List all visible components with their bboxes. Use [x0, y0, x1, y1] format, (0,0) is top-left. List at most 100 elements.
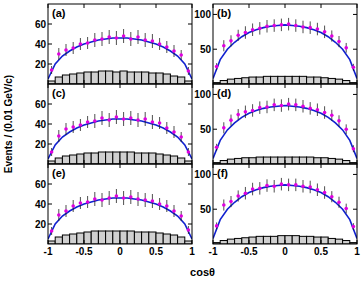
data-point: [122, 34, 126, 38]
data-point: [158, 121, 162, 125]
background-bar: [134, 232, 141, 244]
panel-label: (d): [217, 87, 231, 99]
data-point: [165, 126, 169, 130]
data-point: [258, 106, 262, 110]
background-bar: [321, 78, 328, 84]
data-point: [136, 35, 140, 39]
background-bar: [263, 157, 270, 164]
background-bar: [142, 153, 149, 164]
data-point: [301, 104, 305, 108]
x-tick: [192, 84, 193, 88]
x-tick: [285, 84, 286, 88]
data-point: [323, 191, 327, 195]
y-tick: [213, 49, 217, 50]
fit-curve: [213, 106, 357, 159]
x-tick: [249, 164, 250, 168]
x-tick-label: 0: [282, 246, 288, 257]
y-tick: [48, 44, 52, 45]
y-tick: [48, 64, 52, 65]
x-tick: [249, 4, 250, 8]
frame: [48, 4, 192, 84]
data-point: [301, 25, 305, 29]
background-bar: [77, 233, 84, 244]
data-point: [316, 27, 320, 31]
x-tick: [213, 80, 214, 84]
x-tick: [321, 84, 322, 88]
x-tick-label: 0: [117, 246, 123, 257]
x-tick: [285, 4, 286, 8]
data-point: [244, 191, 248, 195]
x-tick: [321, 80, 322, 84]
x-tick: [192, 4, 193, 8]
data-point: [143, 198, 147, 202]
background-bar: [220, 161, 227, 164]
background-bar: [263, 236, 270, 244]
data-point: [172, 209, 176, 213]
x-tick-label: -1: [44, 246, 53, 257]
y-tick: [353, 14, 357, 15]
data-point: [265, 105, 269, 109]
data-point: [308, 185, 312, 189]
background-bar: [249, 77, 256, 84]
data-point: [344, 46, 348, 50]
data-point: [344, 127, 348, 131]
y-tick: [213, 129, 217, 130]
data-point: [115, 115, 119, 119]
data-point: [316, 108, 320, 112]
background-bar: [343, 241, 350, 244]
panel-label: (c): [52, 87, 66, 99]
data-point: [316, 188, 320, 192]
background-bar: [235, 158, 242, 164]
x-tick: [156, 4, 157, 8]
plot-area: [48, 189, 192, 244]
background-bar: [285, 76, 292, 84]
x-tick: [156, 160, 157, 164]
data-point: [215, 146, 219, 150]
background-bar: [84, 232, 91, 244]
fit-curve: [48, 38, 192, 79]
background-bar: [227, 239, 234, 244]
background-bar: [77, 73, 84, 84]
panel-label: (f): [217, 167, 228, 179]
x-tick: [48, 4, 49, 8]
background-bar: [127, 231, 134, 244]
x-tick: [48, 240, 49, 244]
background-bar: [113, 231, 120, 244]
x-tick: [156, 164, 157, 168]
y-tick-label: 50: [200, 44, 212, 55]
y-tick: [353, 209, 357, 210]
background-bar: [120, 231, 127, 244]
frame: [48, 164, 192, 244]
data-point: [50, 150, 54, 154]
background-bar: [278, 157, 285, 164]
data-point: [337, 200, 341, 204]
background-bar: [163, 74, 170, 84]
y-tick: [48, 204, 52, 205]
y-tick: [213, 209, 217, 210]
data-point: [93, 197, 97, 201]
y-tick: [188, 204, 192, 205]
data-point: [229, 200, 233, 204]
y-tick: [188, 224, 192, 225]
data-point: [301, 184, 305, 188]
background-bar: [285, 157, 292, 164]
y-tick: [353, 174, 357, 175]
y-tick: [188, 144, 192, 145]
y-tick: [353, 49, 357, 50]
data-point: [172, 130, 176, 134]
background-bar: [299, 76, 306, 84]
panel: 50100(d): [194, 84, 357, 164]
y-tick-label: 50: [200, 124, 212, 135]
data-point: [50, 229, 54, 233]
data-point: [222, 126, 226, 130]
x-tick-label: -1: [209, 246, 218, 257]
y-tick-label: 40: [35, 199, 47, 210]
background-bar: [249, 158, 256, 164]
data-point: [236, 113, 240, 117]
data-point: [179, 214, 183, 218]
data-point: [115, 36, 119, 40]
panel: 204060(a): [35, 4, 192, 84]
panel-label: (b): [217, 7, 231, 19]
background-bar: [314, 237, 321, 244]
data-point: [151, 120, 155, 124]
